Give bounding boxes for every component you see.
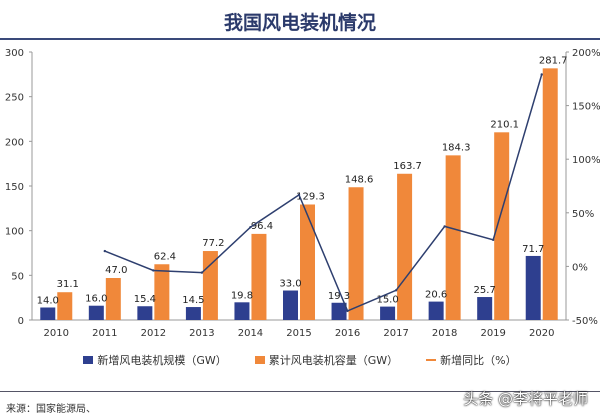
data-label-cumulative: 31.1 bbox=[57, 279, 79, 290]
bar-new bbox=[525, 255, 541, 320]
point-yoy bbox=[297, 193, 301, 197]
bar-new bbox=[477, 297, 493, 320]
data-label-cumulative: 129.3 bbox=[296, 191, 325, 202]
x-tick-label: 2010 bbox=[44, 328, 69, 339]
right-tick-label: 50% bbox=[572, 209, 594, 220]
chart: 0 50 100 150 200 250 300 -50% 0% 50% 100% 150% 200% 2… bbox=[5, 48, 600, 339]
bar-cumulative bbox=[251, 233, 267, 320]
data-label-cumulative: 77.2 bbox=[202, 238, 224, 249]
data-label-new: 16.0 bbox=[85, 294, 107, 305]
bar-new bbox=[88, 305, 104, 320]
right-tick-label: 100% bbox=[572, 155, 600, 166]
bar-new bbox=[380, 306, 396, 320]
bar-cumulative bbox=[300, 204, 315, 320]
legend-item-new: 新增风电装机规模（GW） bbox=[83, 352, 227, 368]
data-label-cumulative: 62.4 bbox=[154, 251, 176, 262]
left-tick-label: 150 bbox=[5, 182, 24, 193]
data-label-cumulative: 148.6 bbox=[345, 174, 374, 185]
x-tick-label: 2013 bbox=[189, 328, 214, 339]
bar-cumulative bbox=[154, 264, 170, 320]
legend-swatch bbox=[426, 359, 437, 361]
x-tick-label: 2017 bbox=[383, 328, 408, 339]
x-tick-label: 2016 bbox=[335, 328, 360, 339]
bar-cumulative bbox=[494, 132, 510, 320]
point-yoy bbox=[346, 309, 349, 313]
left-tick-label: 0 bbox=[18, 316, 24, 327]
footer-divider bbox=[0, 391, 600, 392]
bar-cumulative bbox=[397, 173, 413, 320]
line-yoy bbox=[104, 74, 543, 312]
chart-title: 我国风电装机情况 bbox=[223, 12, 376, 34]
left-tick-label: 300 bbox=[5, 48, 24, 59]
legend-label: 累计风电装机容量（GW） bbox=[268, 354, 399, 367]
right-tick-label: 200% bbox=[572, 48, 600, 59]
data-label-new: 19.3 bbox=[328, 291, 350, 302]
bar-new bbox=[234, 302, 250, 320]
bar-new bbox=[283, 290, 298, 320]
bar-new bbox=[331, 302, 347, 320]
data-label-new: 25.7 bbox=[474, 285, 496, 296]
data-label-new: 19.8 bbox=[231, 290, 253, 301]
legend-swatch bbox=[83, 356, 94, 364]
point-yoy bbox=[443, 225, 446, 228]
title-divider bbox=[0, 38, 600, 40]
bar-cumulative bbox=[105, 278, 121, 320]
point-yoy bbox=[103, 249, 107, 253]
legend: 新增风电装机规模（GW） 累计风电装机容量（GW） 新增同比（%） bbox=[0, 352, 600, 368]
bar-cumulative bbox=[202, 251, 218, 320]
watermark: 头条 @李将平老师 bbox=[463, 390, 588, 408]
legend-item-yoy: 新增同比（%） bbox=[426, 352, 517, 368]
bar-new bbox=[428, 301, 444, 320]
legend-label: 新增同比（%） bbox=[440, 354, 517, 367]
source-note: 来源：国家能源局、 bbox=[6, 404, 96, 415]
x-tick-label: 2018 bbox=[432, 328, 457, 339]
legend-item-cumulative: 累计风电装机容量（GW） bbox=[254, 352, 399, 368]
bar-cumulative bbox=[348, 187, 364, 320]
x-tick-label: 2015 bbox=[286, 328, 311, 339]
data-label-cumulative: 210.1 bbox=[490, 119, 519, 130]
point-yoy bbox=[540, 73, 543, 76]
data-label-cumulative: 96.4 bbox=[251, 221, 273, 232]
data-label-new: 14.0 bbox=[37, 295, 59, 306]
x-tick-label: 2011 bbox=[92, 328, 117, 339]
x-tick-label: 2014 bbox=[238, 328, 263, 339]
left-tick-label: 200 bbox=[5, 137, 24, 148]
point-yoy bbox=[491, 238, 495, 242]
data-label-cumulative: 47.0 bbox=[105, 265, 127, 276]
bar-new bbox=[40, 307, 56, 320]
left-tick-label: 50 bbox=[11, 271, 24, 282]
data-label-new: 33.0 bbox=[279, 279, 301, 290]
bar-cumulative bbox=[57, 292, 73, 320]
bar-cumulative bbox=[445, 155, 461, 320]
x-tick-label: 2019 bbox=[480, 328, 505, 339]
left-tick-label: 250 bbox=[5, 93, 24, 104]
point-yoy bbox=[200, 271, 204, 274]
data-label-new: 20.6 bbox=[425, 290, 447, 301]
right-tick-label: -50% bbox=[572, 316, 598, 327]
data-label-new: 15.4 bbox=[134, 294, 156, 305]
data-label-new: 15.0 bbox=[376, 295, 398, 306]
right-tick-label: 150% bbox=[572, 102, 600, 113]
bar-new bbox=[137, 306, 153, 320]
left-tick-label: 100 bbox=[5, 227, 24, 238]
data-label-cumulative: 184.3 bbox=[442, 142, 471, 153]
point-yoy bbox=[249, 225, 252, 229]
legend-swatch bbox=[254, 356, 265, 364]
data-label-cumulative: 281.7 bbox=[539, 55, 568, 66]
point-yoy bbox=[394, 289, 398, 292]
x-tick-label: 2012 bbox=[141, 328, 166, 339]
point-yoy bbox=[152, 269, 155, 272]
bar-new bbox=[185, 307, 201, 320]
legend-label: 新增风电装机规模（GW） bbox=[97, 354, 227, 367]
x-tick-label: 2020 bbox=[529, 328, 554, 339]
data-label-cumulative: 163.7 bbox=[393, 161, 422, 172]
bar-cumulative bbox=[542, 68, 558, 321]
data-label-new: 71.7 bbox=[522, 244, 544, 255]
data-label-new: 14.5 bbox=[182, 295, 204, 306]
right-tick-label: 0% bbox=[572, 262, 588, 273]
